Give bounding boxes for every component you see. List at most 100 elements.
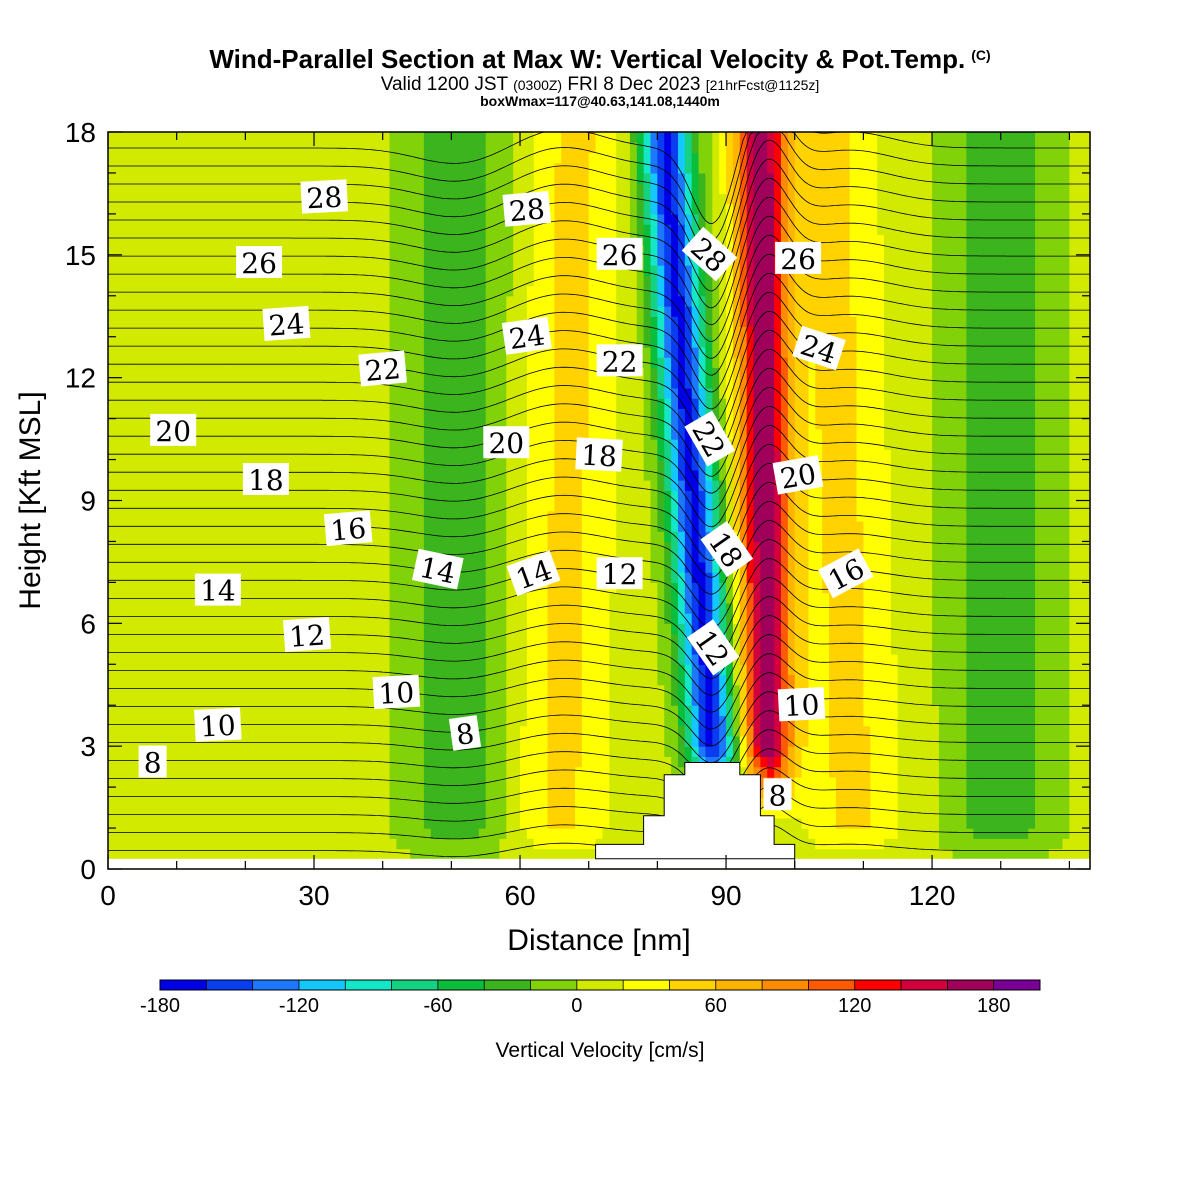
velocity-cell: [767, 551, 775, 563]
velocity-cell: [348, 725, 356, 737]
velocity-cell: [780, 654, 789, 665]
velocity-cell: [197, 643, 205, 655]
velocity-cell: [581, 664, 590, 676]
velocity-cell: [684, 572, 693, 583]
velocity-cell: [1021, 572, 1029, 583]
velocity-cell: [286, 602, 295, 614]
velocity-cell: [142, 582, 150, 594]
velocity-cell: [1014, 848, 1022, 860]
velocity-cell: [787, 582, 796, 594]
velocity-cell: [677, 613, 686, 624]
velocity-cell: [986, 664, 995, 676]
velocity-cell: [396, 776, 404, 788]
velocity-cell: [623, 694, 631, 706]
velocity-cell: [231, 694, 240, 706]
velocity-cell: [540, 715, 549, 727]
velocity-cell: [293, 746, 301, 758]
velocity-cell: [368, 664, 377, 676]
velocity-cell: [602, 787, 610, 798]
velocity-cell: [1083, 654, 1091, 665]
velocity-cell: [609, 541, 617, 553]
velocity-cell: [760, 674, 768, 686]
velocity-cell: [883, 531, 892, 543]
velocity-cell: [801, 643, 810, 655]
velocity-cell: [259, 572, 267, 583]
velocity-cell: [554, 715, 562, 727]
velocity-cell: [1021, 817, 1029, 829]
velocity-cell: [636, 787, 645, 798]
velocity-cell: [410, 787, 418, 798]
velocity-cell: [581, 694, 590, 706]
velocity-cell: [410, 654, 418, 665]
velocity-cell: [149, 735, 157, 747]
velocity-cell: [169, 633, 178, 645]
velocity-cell: [959, 561, 967, 573]
velocity-cell: [794, 541, 803, 553]
velocity-cell: [780, 510, 789, 522]
velocity-cell: [870, 694, 878, 706]
velocity-cell: [1069, 531, 1077, 543]
velocity-cell: [169, 746, 178, 758]
velocity-cell: [423, 817, 432, 829]
velocity-cell: [197, 776, 205, 788]
velocity-cell: [156, 735, 164, 747]
velocity-cell: [1007, 602, 1016, 614]
velocity-cell: [932, 694, 940, 706]
velocity-cell: [279, 643, 288, 655]
velocity-cell: [966, 582, 974, 594]
velocity-cell: [478, 715, 487, 727]
velocity-cell: [437, 766, 446, 778]
velocity-cell: [904, 664, 913, 676]
velocity-cell: [959, 664, 967, 676]
velocity-cell: [945, 787, 954, 798]
velocity-cell: [966, 531, 974, 543]
velocity-cell: [904, 613, 913, 624]
velocity-cell: [849, 510, 858, 522]
velocity-cell: [375, 725, 384, 737]
velocity-cell: [1062, 828, 1070, 839]
velocity-cell: [108, 694, 116, 706]
velocity-cell: [362, 725, 370, 737]
velocity-cell: [1083, 684, 1091, 696]
velocity-cell: [993, 633, 1002, 645]
velocity-cell: [1007, 848, 1016, 860]
velocity-cell: [451, 623, 459, 635]
velocity-cell: [705, 674, 713, 686]
velocity-cell: [849, 531, 858, 543]
velocity-cell: [691, 715, 700, 727]
velocity-cell: [121, 694, 130, 706]
velocity-cell: [739, 694, 748, 706]
velocity-cell: [739, 613, 748, 624]
velocity-cell: [1028, 756, 1036, 768]
velocity-cell: [114, 756, 123, 768]
velocity-cell: [794, 623, 803, 635]
velocity-cell: [726, 664, 734, 676]
velocity-cell: [966, 828, 974, 839]
velocity-cell: [1041, 633, 1050, 645]
velocity-cell: [499, 643, 507, 655]
velocity-cell: [396, 715, 404, 727]
velocity-cell: [417, 602, 425, 614]
velocity-cell: [307, 817, 315, 829]
velocity-cell: [883, 623, 892, 635]
velocity-cell: [856, 807, 864, 819]
velocity-cell: [492, 766, 501, 778]
velocity-cell: [554, 838, 562, 850]
velocity-cell: [492, 746, 501, 758]
velocity-cell: [945, 613, 954, 624]
velocity-cell: [190, 797, 198, 809]
velocity-cell: [362, 633, 370, 645]
velocity-cell: [362, 592, 370, 604]
velocity-cell: [499, 613, 507, 624]
velocity-cell: [492, 735, 501, 747]
velocity-cell: [863, 787, 871, 798]
velocity-cell: [430, 674, 439, 686]
velocity-cell: [561, 510, 569, 522]
velocity-cell: [307, 746, 315, 758]
velocity-cell: [691, 531, 700, 543]
velocity-cell: [568, 664, 576, 676]
velocity-cell: [238, 705, 246, 717]
velocity-cell: [471, 694, 480, 706]
velocity-cell: [135, 623, 143, 635]
velocity-cell: [238, 766, 246, 778]
